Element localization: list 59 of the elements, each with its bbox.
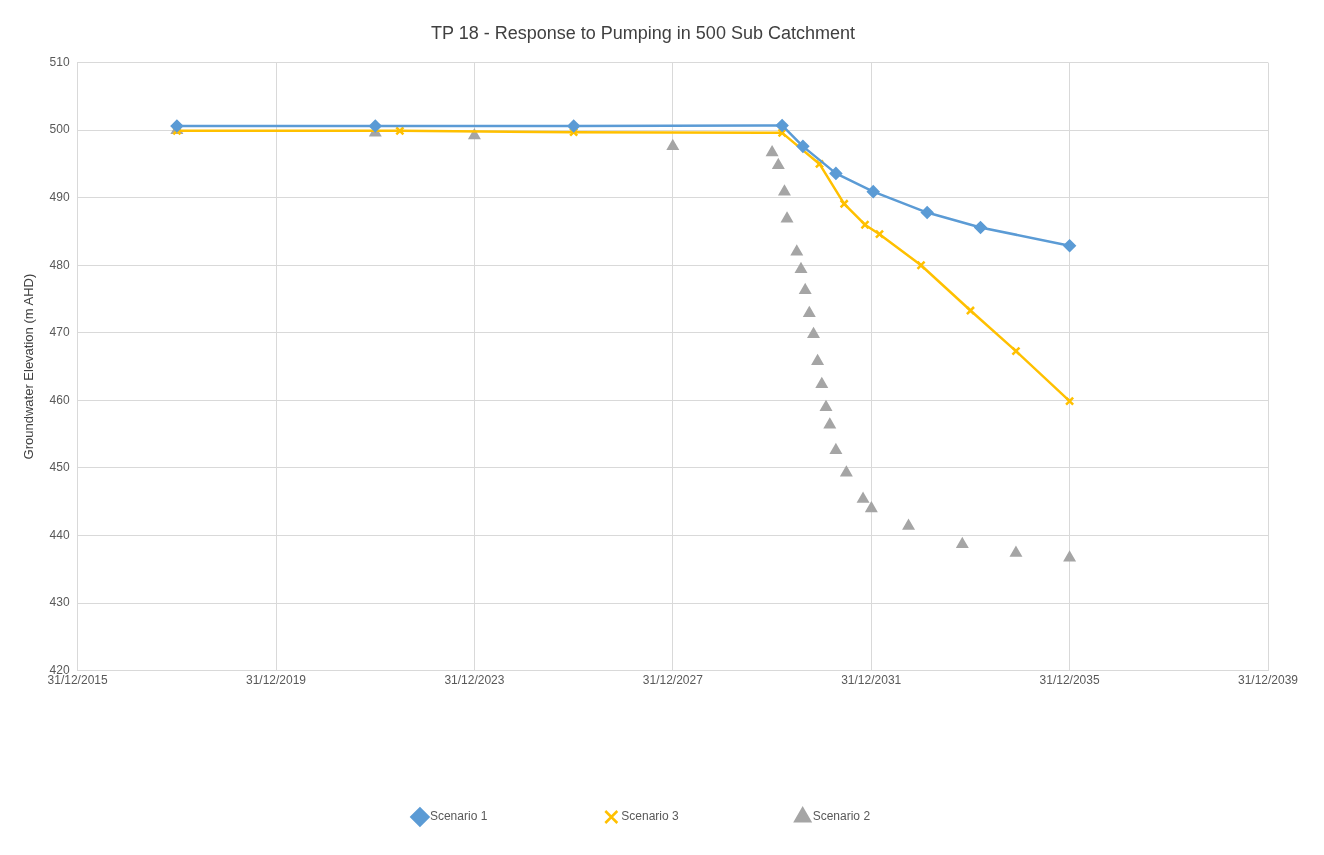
point	[1064, 551, 1076, 562]
point	[1064, 396, 1075, 406]
point	[866, 185, 880, 198]
point	[860, 219, 870, 230]
point	[778, 185, 791, 196]
point	[965, 305, 976, 316]
point	[840, 466, 852, 477]
point	[775, 119, 789, 132]
y-axis-title: Groundwater Elevation (m AHD)	[21, 273, 37, 460]
y-tick-label: 490	[49, 190, 70, 205]
point	[795, 263, 807, 274]
point	[1063, 239, 1076, 252]
point	[816, 377, 828, 388]
point	[1011, 346, 1021, 356]
point	[799, 284, 811, 295]
x-tick-label: 31/12/2039	[1237, 673, 1299, 688]
point	[807, 327, 820, 338]
x-tick-label: 31/12/2023	[444, 673, 505, 688]
point	[824, 418, 836, 429]
point	[839, 199, 849, 209]
x-tick-label: 31/12/2019	[245, 673, 307, 688]
x-tick-label: 31/12/2031	[841, 673, 902, 688]
point	[874, 229, 885, 239]
point	[830, 444, 842, 455]
point	[920, 206, 934, 219]
point	[956, 538, 968, 549]
y-tick-label: 450	[49, 460, 70, 475]
point	[369, 119, 382, 133]
point	[1010, 546, 1022, 557]
point	[766, 146, 778, 157]
point	[974, 221, 987, 234]
chart-title: TP 18 - Response to Pumping in 500 Sub Catchment	[431, 22, 855, 43]
y-tick-label: 430	[49, 595, 70, 610]
point	[781, 212, 793, 223]
x-tick-label: 31/12/2035	[1039, 673, 1100, 688]
point	[567, 119, 580, 133]
point	[916, 260, 926, 271]
point	[667, 140, 679, 151]
legend-label: Scenario 3	[621, 809, 680, 824]
y-tick-label: 460	[49, 392, 70, 407]
point	[772, 159, 784, 170]
legend-label: Scenario 2	[812, 809, 871, 824]
point	[791, 245, 803, 256]
point	[811, 354, 824, 365]
y-tick-label: 480	[49, 257, 70, 272]
point	[829, 167, 843, 180]
y-tick-label: 510	[49, 54, 70, 69]
point	[796, 140, 810, 153]
y-tick-label: 500	[49, 122, 70, 137]
point	[820, 400, 832, 411]
y-tick-label: 440	[49, 527, 70, 542]
point	[803, 306, 815, 317]
point	[395, 126, 405, 136]
legend-label: Scenario 1	[429, 809, 488, 824]
point	[902, 519, 915, 530]
y-tick-label: 470	[49, 325, 70, 340]
x-tick-label: 31/12/2027	[642, 673, 704, 688]
point	[865, 502, 877, 513]
point	[857, 492, 869, 503]
